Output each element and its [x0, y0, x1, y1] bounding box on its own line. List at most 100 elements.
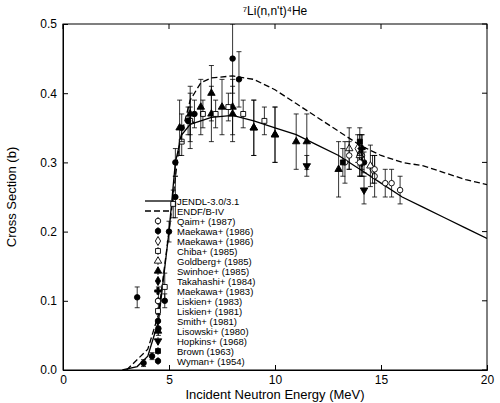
error-bar-cap: [198, 134, 203, 135]
data-point: [156, 298, 162, 304]
error-bar-cap: [162, 273, 167, 274]
error-bar-cap: [192, 127, 197, 128]
error-bar-cap: [188, 148, 193, 149]
tick-mark: [482, 370, 487, 371]
error-bar-cap: [398, 176, 403, 177]
error-bar-cap: [226, 120, 231, 121]
tick-mark: [63, 93, 68, 94]
tick-label: 20: [481, 373, 495, 387]
error-bar-cap: [209, 120, 214, 121]
data-point: [162, 285, 167, 290]
error-bar: [383, 169, 388, 197]
legend-swatch: [155, 276, 160, 285]
error-bar-cap: [372, 155, 377, 156]
error-bar: [241, 100, 246, 128]
tick-mark: [482, 231, 487, 232]
tick-label: 5: [166, 373, 173, 387]
error-bar-cap: [173, 148, 178, 149]
legend-swatch: [154, 327, 161, 333]
error-bar-cap: [368, 145, 373, 146]
tick-label: 0.2: [40, 225, 57, 239]
tick-label: 15: [375, 373, 389, 387]
error-bar-cap: [251, 100, 256, 101]
error-bar-cap: [273, 107, 278, 108]
error-bar-cap: [188, 86, 193, 87]
error-bar-cap: [389, 197, 394, 198]
error-bar-cap: [383, 197, 388, 198]
tick-mark: [275, 365, 276, 370]
data-point: [271, 130, 278, 136]
error-bar-cap: [372, 155, 377, 156]
error-bar-cap: [251, 155, 256, 156]
error-bar-cap: [251, 100, 256, 101]
error-bar-cap: [304, 176, 309, 177]
error-bar-cap: [273, 107, 278, 108]
tick-label: 0: [60, 373, 67, 387]
error-bar-line: [349, 128, 350, 170]
tick-mark: [482, 24, 487, 25]
legend-swatch: [156, 309, 161, 314]
error-bar-cap: [383, 169, 388, 170]
error-bar: [262, 107, 267, 135]
data-point: [162, 298, 168, 304]
tick-mark: [487, 365, 488, 370]
error-bar-cap: [230, 141, 235, 142]
data-point: [340, 160, 345, 165]
error-bar: [150, 353, 155, 360]
error-bar: [398, 176, 403, 204]
error-bar-cap: [167, 241, 172, 242]
error-bar: [236, 52, 241, 107]
error-bar: [141, 360, 146, 367]
tick: 0.0: [40, 363, 68, 377]
tick-label: 0.4: [40, 87, 57, 101]
data-point: [134, 295, 140, 301]
error-bar: [167, 221, 172, 242]
legend-swatch: [155, 298, 161, 304]
data-point: [382, 180, 388, 186]
error-bar-line: [374, 155, 375, 197]
tick: 20: [481, 365, 495, 387]
legend-swatch: [154, 257, 161, 263]
error-bar-cap: [188, 141, 193, 142]
data-point: [397, 187, 403, 193]
error-bar-cap: [336, 141, 341, 142]
data-point: [250, 124, 257, 130]
error-bar-cap: [220, 79, 225, 80]
tick-mark: [482, 300, 487, 301]
chart: 051015200.00.10.20.30.40.5⁷Li(n,n't)⁴HeI…: [0, 0, 500, 403]
data-point: [149, 353, 155, 359]
data-point: [357, 160, 363, 166]
error-bar-cap: [162, 293, 167, 294]
error-bar-cap: [304, 113, 309, 114]
error-bar-cap: [173, 176, 178, 177]
legend-item: Wyman+ (1954): [155, 356, 245, 367]
error-bar-cap: [336, 197, 341, 198]
error-bar: [340, 149, 345, 177]
data-point: [166, 229, 172, 235]
curve: [127, 76, 487, 370]
data-point: [303, 164, 310, 170]
error-bar-cap: [251, 155, 256, 156]
data-point: [197, 103, 204, 109]
data-point: [360, 188, 367, 194]
data-point: [171, 201, 176, 206]
error-bar-cap: [241, 127, 246, 128]
error-bar: [357, 135, 362, 177]
error-bar-cap: [167, 221, 172, 222]
error-bar-cap: [192, 100, 197, 101]
error-bar-cap: [340, 148, 345, 149]
error-bar-cap: [372, 197, 377, 198]
data-point: [357, 139, 362, 144]
error-bar: [162, 294, 167, 308]
tick-mark: [381, 24, 382, 29]
error-bar-cap: [357, 127, 362, 128]
error-bar-cap: [347, 169, 352, 170]
tick: 5: [166, 365, 173, 387]
tick-label: 10: [269, 373, 283, 387]
error-bar: [135, 287, 140, 308]
tick-mark: [63, 24, 64, 29]
error-bar-cap: [362, 176, 367, 177]
error-bar-cap: [342, 183, 347, 184]
data-point: [303, 137, 310, 143]
legend-swatch: [155, 228, 161, 234]
